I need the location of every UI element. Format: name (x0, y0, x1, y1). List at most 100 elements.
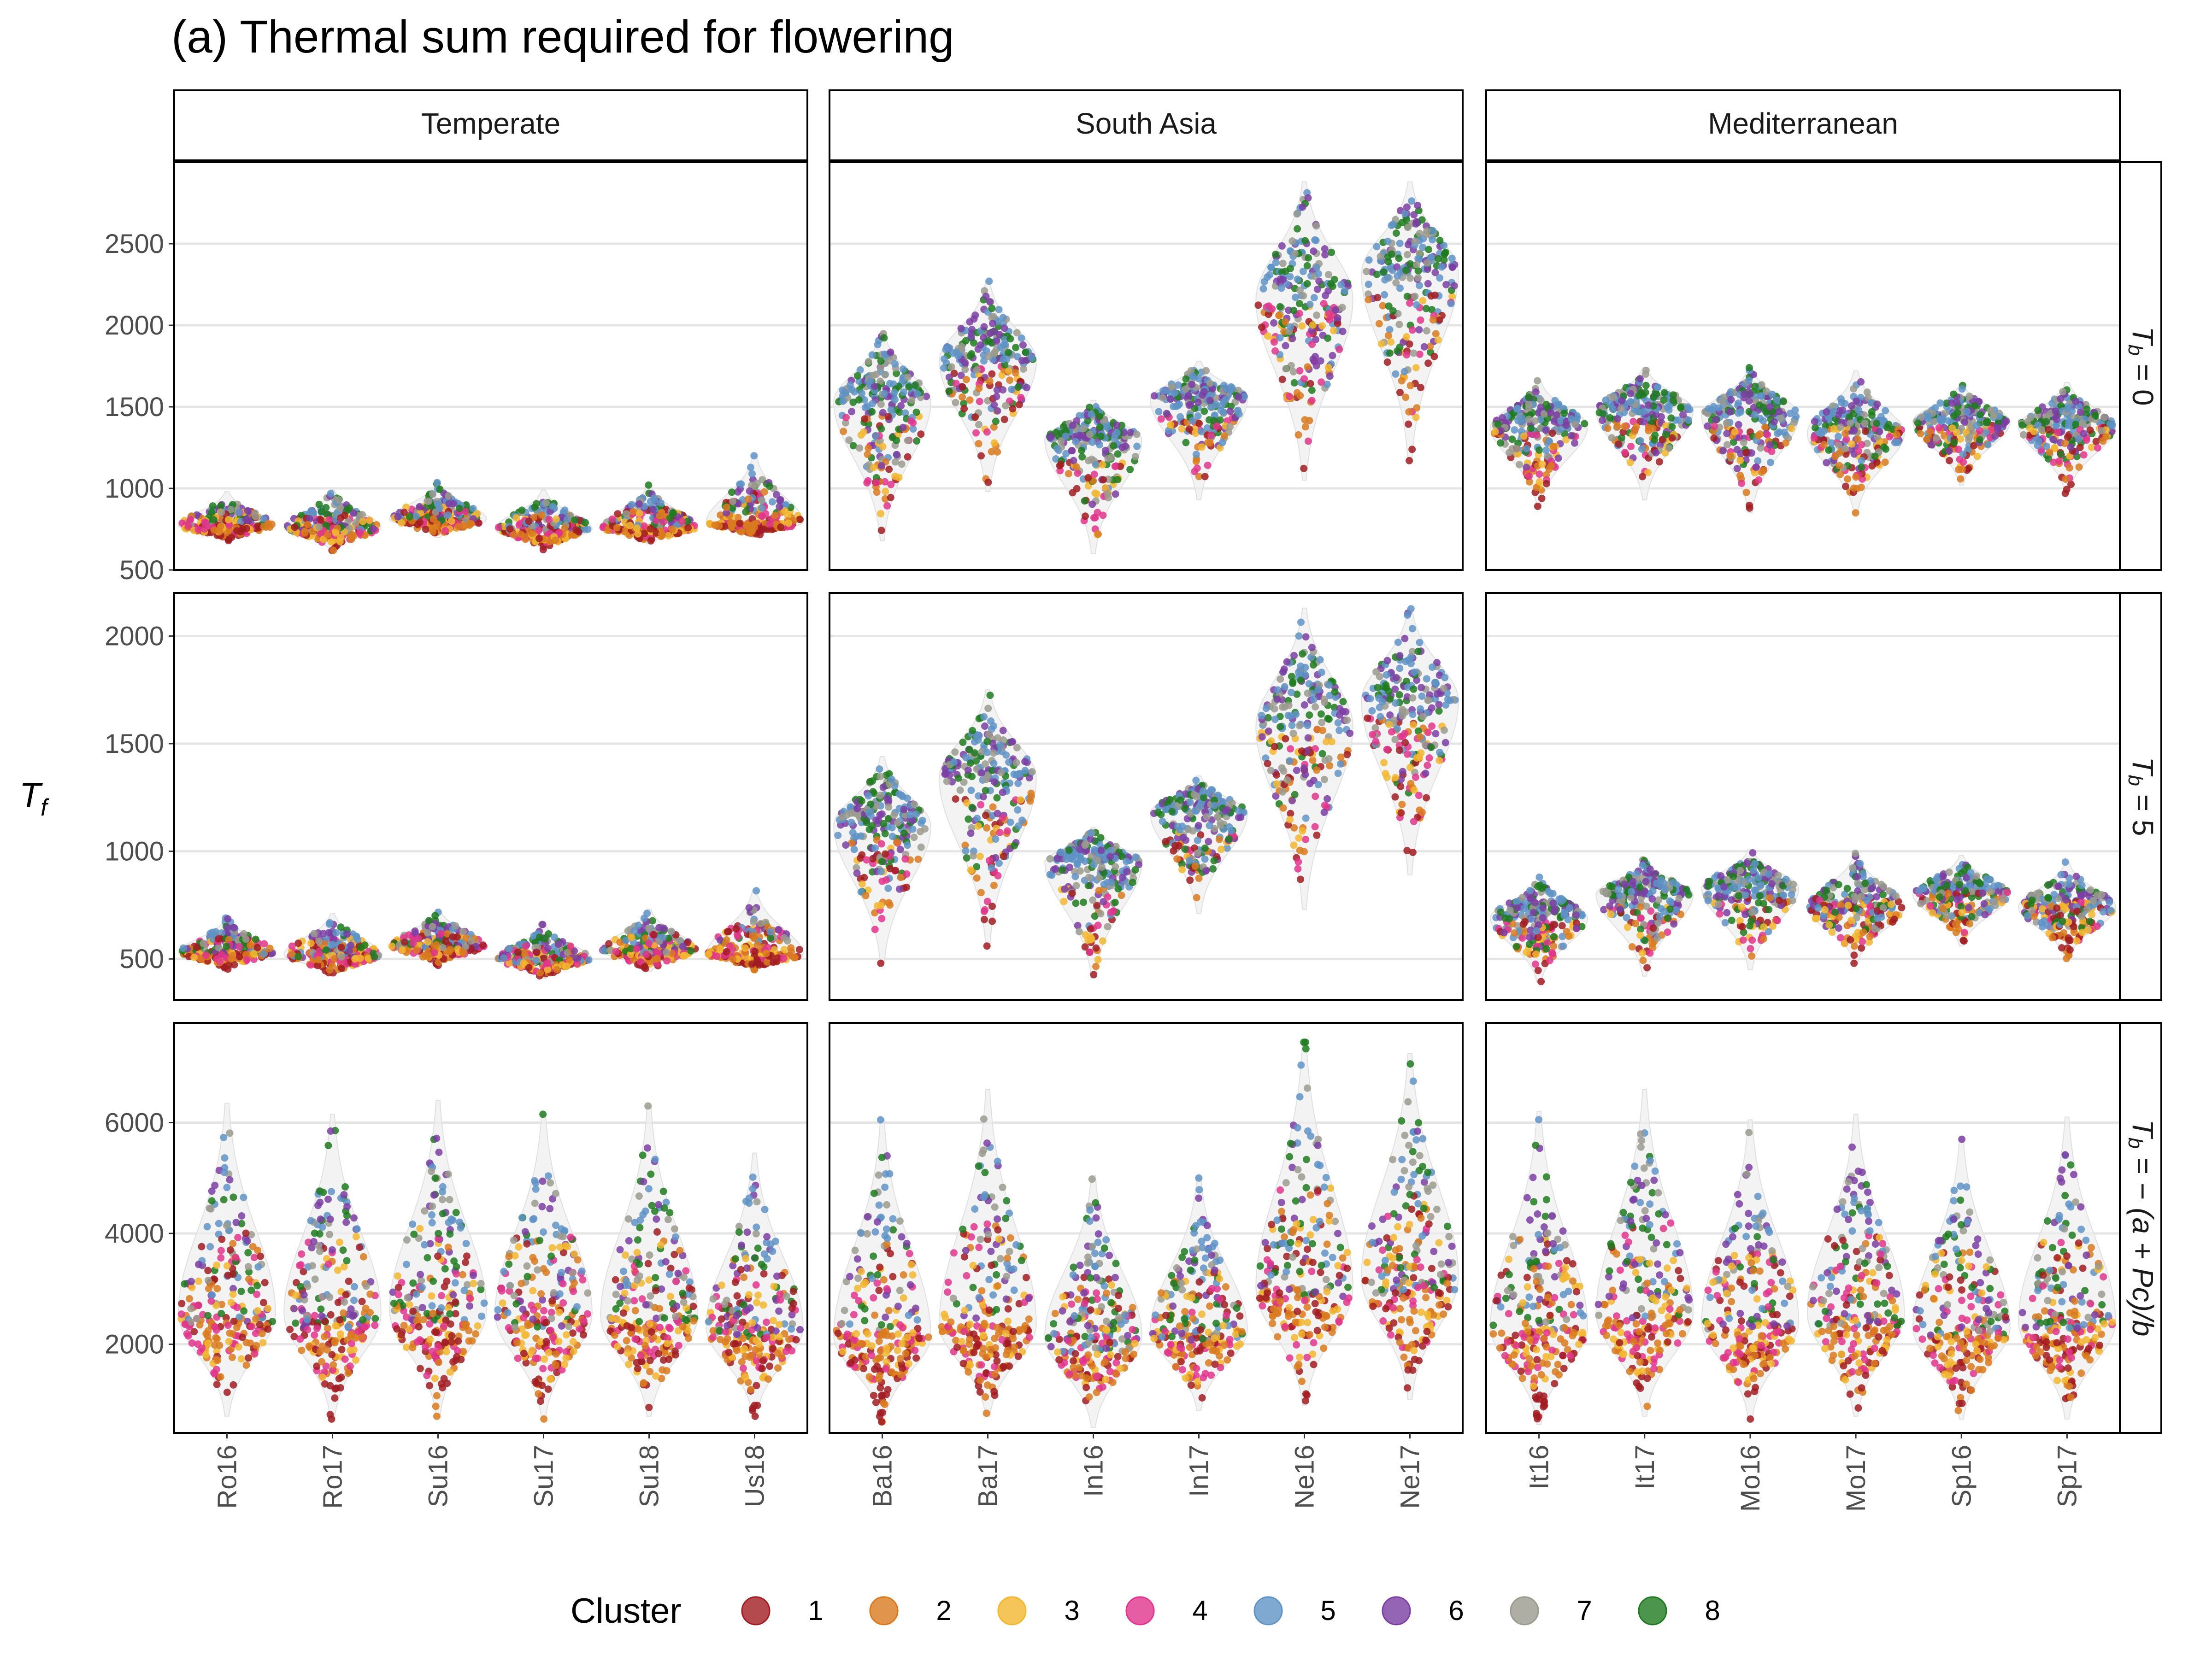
data-point (1404, 293, 1411, 300)
data-point (1408, 446, 1416, 453)
data-point (436, 486, 444, 493)
data-point (1669, 434, 1676, 442)
data-point (1882, 407, 1889, 414)
data-point (2094, 444, 2101, 452)
data-point (1494, 421, 1502, 428)
panel-temperate-row-1 (174, 162, 807, 570)
data-point (2077, 444, 2084, 451)
data-point (878, 527, 885, 534)
data-point (194, 526, 202, 534)
data-point (1966, 393, 1973, 400)
data-point (1403, 204, 1411, 211)
data-point (517, 530, 524, 538)
data-point (1167, 421, 1174, 428)
data-point (1387, 338, 1394, 346)
data-point (1341, 288, 1348, 295)
data-point (898, 460, 906, 468)
data-point (1218, 439, 1226, 446)
data-point (1311, 358, 1318, 365)
data-point (1812, 424, 1819, 431)
data-point (1645, 401, 1652, 409)
data-point (1193, 458, 1200, 465)
data-point (1417, 317, 1424, 324)
data-point (1374, 294, 1381, 301)
data-point (1599, 417, 1606, 424)
facet-strip-label: Temperate (421, 107, 560, 140)
data-point (341, 512, 348, 519)
data-point (1415, 326, 1423, 334)
data-point (513, 514, 520, 522)
data-point (1581, 420, 1588, 428)
data-point (1560, 410, 1568, 417)
data-point (1614, 415, 1621, 423)
data-point (1788, 425, 1795, 432)
data-point (1862, 428, 1869, 435)
y-tick-label: 2500 (105, 229, 164, 259)
data-point (769, 498, 776, 505)
data-point (1294, 389, 1301, 397)
data-point (1513, 405, 1521, 412)
data-point (1365, 296, 1372, 303)
data-point (1278, 242, 1286, 250)
data-point (988, 448, 995, 455)
data-point (1606, 414, 1614, 422)
data-point (1377, 253, 1384, 260)
data-point (880, 334, 888, 341)
data-point (945, 387, 953, 395)
data-point (1743, 489, 1750, 496)
data-point (750, 452, 758, 459)
data-point (1001, 341, 1009, 348)
data-point (1758, 392, 1765, 399)
data-point (455, 523, 462, 530)
data-point (1516, 461, 1523, 468)
data-point (1451, 282, 1458, 289)
data-point (1963, 408, 1971, 415)
data-point (1854, 435, 1862, 443)
data-point (1207, 404, 1215, 411)
data-point (1987, 406, 1994, 414)
data-point (1847, 420, 1854, 427)
data-point (1406, 260, 1414, 268)
data-point (217, 502, 224, 510)
data-point (883, 502, 891, 510)
data-point (1639, 473, 1646, 481)
data-point (1777, 415, 1784, 422)
data-point (1282, 365, 1289, 372)
data-point (518, 506, 526, 514)
data-point (572, 526, 580, 534)
data-point (1392, 370, 1399, 378)
data-point (1182, 376, 1190, 383)
data-point (1861, 420, 1869, 427)
data-point (1212, 423, 1220, 430)
data-point (1334, 314, 1341, 322)
data-point (1324, 335, 1331, 342)
data-point (1288, 237, 1296, 245)
data-point (1957, 475, 1964, 483)
data-point (1976, 436, 1983, 444)
data-point (1187, 401, 1194, 408)
data-point (771, 512, 779, 519)
data-point (1757, 444, 1765, 452)
data-point (1299, 203, 1306, 211)
data-point (737, 481, 745, 488)
data-point (1133, 443, 1141, 450)
data-point (359, 518, 367, 525)
data-point (967, 352, 974, 360)
data-point (1742, 449, 1750, 456)
data-point (2108, 422, 2116, 429)
data-point (1723, 430, 1730, 437)
data-point (1201, 473, 1209, 480)
data-point (1176, 400, 1183, 408)
data-point (1651, 436, 1658, 444)
data-point (1741, 391, 1748, 398)
data-point (307, 939, 315, 947)
data-point (294, 939, 302, 947)
data-point (1642, 382, 1650, 389)
data-point (1425, 246, 1432, 253)
data-point (349, 531, 356, 539)
data-point (1399, 219, 1406, 226)
data-point (1189, 373, 1196, 380)
data-point (1977, 411, 1984, 418)
data-point (399, 946, 406, 954)
data-point (2076, 464, 2083, 471)
